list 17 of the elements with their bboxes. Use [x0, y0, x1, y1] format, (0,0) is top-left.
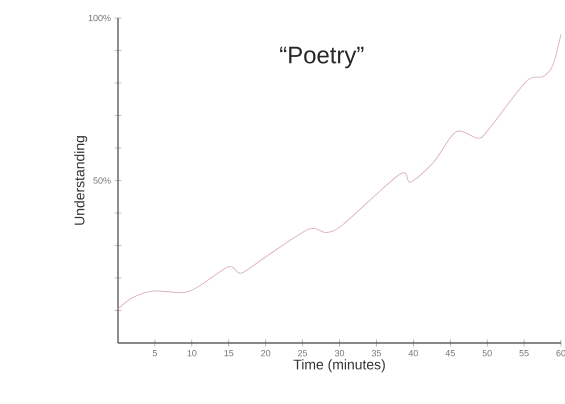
x-tick-label: 25	[298, 350, 308, 356]
x-tick-label: 45	[445, 350, 455, 356]
x-tick-label: 35	[372, 350, 382, 356]
line-series	[118, 34, 562, 310]
x-tick-label: 20	[261, 350, 270, 356]
x-tick-label: 30	[334, 350, 344, 356]
y-tick-label: 100%	[88, 14, 111, 22]
y-tick-label: 50%	[93, 177, 111, 184]
x-tick-label: 55	[519, 350, 529, 356]
x-tick-label: 40	[408, 350, 418, 356]
x-tick-label: 5	[152, 350, 158, 356]
y-axis-title: Understanding	[74, 136, 88, 225]
x-axis-title: Time (minutes)	[294, 359, 385, 372]
x-tick-label: 10	[188, 350, 196, 356]
x-tick-label: 15	[224, 350, 234, 356]
text: “Poetry”	[280, 46, 364, 68]
x-tick-label: 50	[482, 350, 492, 356]
